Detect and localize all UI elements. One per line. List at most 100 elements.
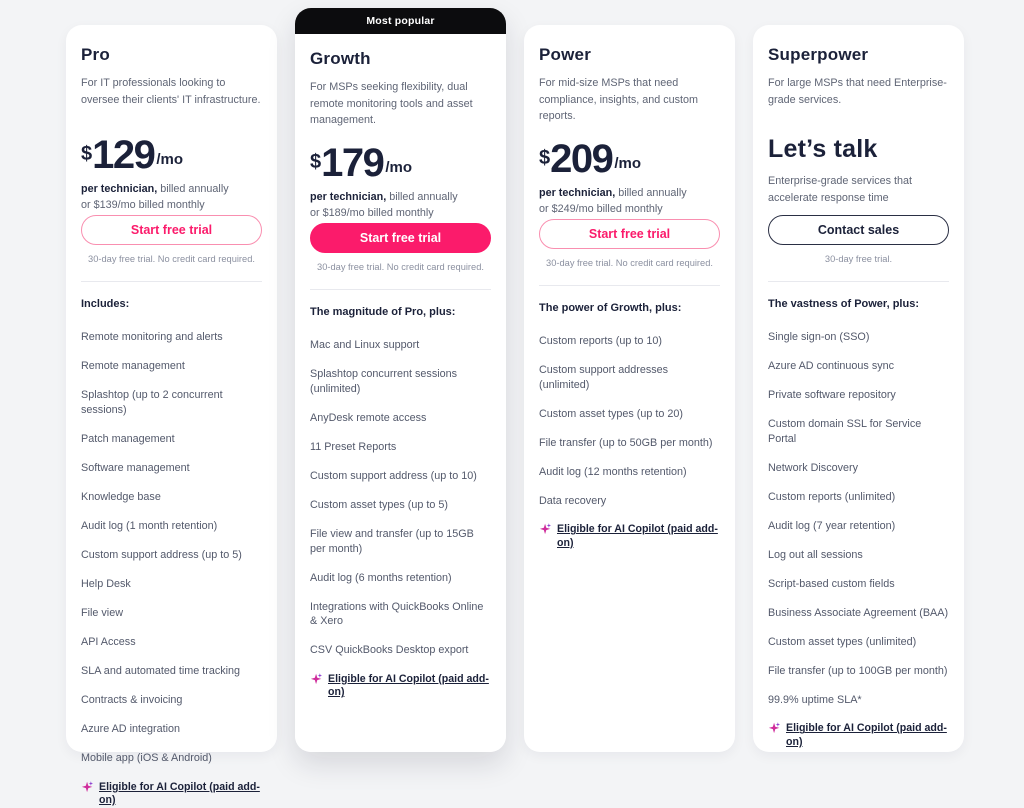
lets-talk-block: Let’s talk Enterprise-grade services tha…	[768, 135, 949, 215]
feature-item: Remote monitoring and alerts	[81, 330, 262, 345]
price-suffix: /mo	[156, 152, 183, 167]
feature-item: Private software repository	[768, 388, 949, 403]
ai-copilot-link[interactable]: Eligible for AI Copilot (paid add-on)	[539, 523, 720, 551]
plan-card-superpower: Superpower For large MSPs that need Ente…	[753, 25, 964, 752]
feature-item: Custom domain SSL for Service Portal	[768, 417, 949, 446]
features-heading: The vastness of Power, plus:	[768, 298, 949, 310]
feature-item: Custom asset types (unlimited)	[768, 635, 949, 650]
feature-item: Script-based custom fields	[768, 577, 949, 592]
price-block: $ 129 /mo per technician, billed annuall…	[81, 135, 262, 215]
feature-item: Custom support address (up to 5)	[81, 548, 262, 563]
ai-copilot-link[interactable]: Eligible for AI Copilot (paid add-on)	[768, 722, 949, 750]
plan-card-growth: Most popular Growth For MSPs seeking fle…	[295, 8, 506, 752]
price-currency: $	[81, 144, 92, 164]
divider	[81, 281, 262, 282]
feature-item: Splashtop (up to 2 concurrent sessions)	[81, 388, 262, 417]
feature-item: Custom reports (up to 10)	[539, 334, 720, 349]
feature-item: File view and transfer (up to 15GB per m…	[310, 527, 491, 556]
sparkle-icon	[81, 780, 94, 793]
feature-item: Audit log (12 months retention)	[539, 465, 720, 480]
sparkle-icon	[539, 522, 552, 535]
most-popular-badge: Most popular	[295, 8, 506, 34]
price-line: $ 129 /mo	[81, 135, 262, 175]
billing-line2: or $139/mo billed monthly	[81, 199, 205, 211]
feature-item: Remote management	[81, 359, 262, 374]
feature-item: Log out all sessions	[768, 548, 949, 563]
plan-card-pro: Pro For IT professionals looking to over…	[66, 25, 277, 752]
contact-sales-button[interactable]: Contact sales	[768, 215, 949, 245]
plan-title: Power	[539, 45, 720, 65]
features-heading: Includes:	[81, 298, 262, 310]
start-free-trial-button[interactable]: Start free trial	[310, 223, 491, 253]
feature-item: 11 Preset Reports	[310, 440, 491, 455]
billing-bold: per technician,	[539, 187, 615, 199]
divider	[768, 281, 949, 282]
trial-caption: 30-day free trial. No credit card requir…	[81, 254, 262, 264]
feature-item: AnyDesk remote access	[310, 411, 491, 426]
features-heading: The power of Growth, plus:	[539, 302, 720, 314]
feature-item: Custom asset types (up to 5)	[310, 498, 491, 513]
feature-item: API Access	[81, 635, 262, 650]
feature-item: Azure AD integration	[81, 722, 262, 737]
trial-caption: 30-day free trial. No credit card requir…	[310, 262, 491, 272]
feature-item: Audit log (6 months retention)	[310, 571, 491, 586]
feature-item: CSV QuickBooks Desktop export	[310, 643, 491, 658]
billing-line2: or $249/mo billed monthly	[539, 203, 663, 215]
billing-info: per technician, billed annually or $249/…	[539, 185, 720, 217]
billing-info: per technician, billed annually or $189/…	[310, 189, 491, 221]
feature-item: Contracts & invoicing	[81, 693, 262, 708]
feature-item: Custom asset types (up to 20)	[539, 407, 720, 422]
ai-copilot-label: Eligible for AI Copilot (paid add-on)	[557, 523, 720, 551]
billing-bold: per technician,	[81, 183, 157, 195]
feature-item: Data recovery	[539, 494, 720, 509]
price-suffix: /mo	[385, 160, 412, 175]
price-amount: 209	[550, 139, 612, 179]
feature-item: Custom reports (unlimited)	[768, 490, 949, 505]
ai-copilot-link[interactable]: Eligible for AI Copilot (paid add-on)	[81, 781, 262, 808]
feature-item: 99.9% uptime SLA*	[768, 693, 949, 708]
feature-item: Patch management	[81, 432, 262, 447]
lets-talk-heading: Let’s talk	[768, 135, 949, 164]
feature-item: Single sign-on (SSO)	[768, 330, 949, 345]
ai-copilot-link[interactable]: Eligible for AI Copilot (paid add-on)	[310, 673, 491, 701]
billing-rest: billed annually	[615, 187, 686, 199]
feature-item: Network Discovery	[768, 461, 949, 476]
feature-item: Audit log (1 month retention)	[81, 519, 262, 534]
feature-item: Custom support address (up to 10)	[310, 469, 491, 484]
features-list: Remote monitoring and alerts Remote manag…	[81, 330, 262, 766]
feature-item: SLA and automated time tracking	[81, 664, 262, 679]
start-free-trial-button[interactable]: Start free trial	[81, 215, 262, 245]
feature-item: Splashtop concurrent sessions (unlimited…	[310, 367, 491, 396]
plan-title: Superpower	[768, 45, 949, 65]
price-currency: $	[310, 152, 321, 172]
feature-item: Business Associate Agreement (BAA)	[768, 606, 949, 621]
billing-info: per technician, billed annually or $139/…	[81, 181, 262, 213]
features-heading: The magnitude of Pro, plus:	[310, 306, 491, 318]
price-amount: 179	[321, 143, 383, 183]
price-line: $ 209 /mo	[539, 139, 720, 179]
price-block: $ 209 /mo per technician, billed annuall…	[539, 139, 720, 219]
ai-copilot-label: Eligible for AI Copilot (paid add-on)	[99, 781, 262, 808]
feature-item: File transfer (up to 50GB per month)	[539, 436, 720, 451]
features-list: Single sign-on (SSO) Azure AD continuous …	[768, 330, 949, 708]
start-free-trial-button[interactable]: Start free trial	[539, 219, 720, 249]
ai-copilot-label: Eligible for AI Copilot (paid add-on)	[328, 673, 491, 701]
price-suffix: /mo	[614, 156, 641, 171]
feature-item: Audit log (7 year retention)	[768, 519, 949, 534]
plan-card-power: Power For mid-size MSPs that need compli…	[524, 25, 735, 752]
sparkle-icon	[768, 721, 781, 734]
sparkle-icon	[310, 672, 323, 685]
plan-description: For mid-size MSPs that need compliance, …	[539, 75, 720, 125]
price-line: $ 179 /mo	[310, 143, 491, 183]
plan-description: For large MSPs that need Enterprise-grad…	[768, 75, 949, 121]
lets-talk-subtext: Enterprise-grade services that accelerat…	[768, 173, 949, 206]
billing-bold: per technician,	[310, 191, 386, 203]
feature-item: Software management	[81, 461, 262, 476]
billing-rest: billed annually	[386, 191, 457, 203]
trial-caption: 30-day free trial. No credit card requir…	[539, 258, 720, 268]
price-block: $ 179 /mo per technician, billed annuall…	[310, 143, 491, 223]
plan-title: Pro	[81, 45, 262, 65]
price-currency: $	[539, 148, 550, 168]
feature-item: Azure AD continuous sync	[768, 359, 949, 374]
